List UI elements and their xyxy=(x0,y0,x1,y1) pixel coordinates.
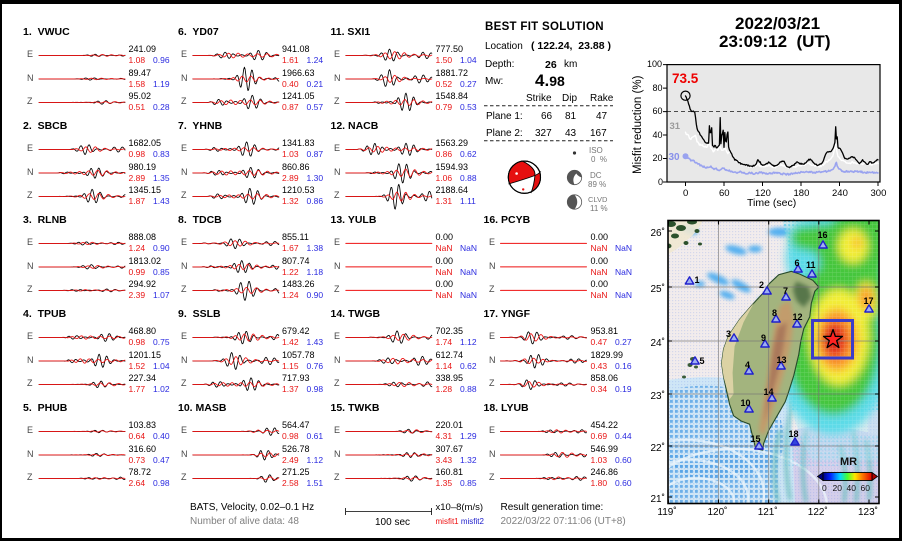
svg-text:Misfit reduction (%): Misfit reduction (%) xyxy=(632,75,644,174)
